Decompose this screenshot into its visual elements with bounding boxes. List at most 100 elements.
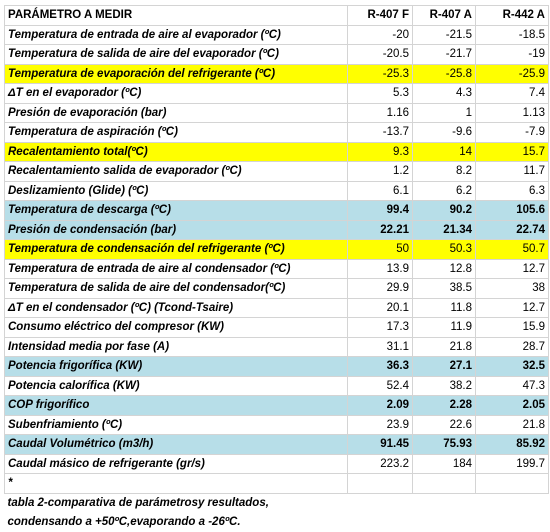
header-cell: R-407 F xyxy=(347,5,413,26)
cell-value: -9.6 xyxy=(412,122,476,143)
row-label: Subenfriamiento (ºC) xyxy=(4,414,348,435)
row-label: Temperatura de entrada de aire al evapor… xyxy=(4,24,348,45)
data-row: ΔT en el evaporador (ºC) 5.3 4.3 7.4 xyxy=(4,83,549,104)
cell-value: 22.21 xyxy=(347,219,413,240)
cell-value: 29.9 xyxy=(347,278,413,299)
row-label: Consumo eléctrico del compresor (KW) xyxy=(4,317,348,338)
data-row: Potencia frigorífica (KW) 36.3 27.1 32.5 xyxy=(4,356,549,377)
data-row: Potencia calorífica (KW) 52.4 38.2 47.3 xyxy=(4,375,549,396)
note: * xyxy=(4,473,348,494)
data-row: Temperatura de aspiración (ºC) -13.7 -9.6-… xyxy=(4,122,549,143)
cell-value: 223.2 xyxy=(347,453,413,474)
cell-value: 22.74 xyxy=(475,219,549,240)
data-row: Temperatura de entrada de aire al evapor… xyxy=(4,24,549,45)
row-label: Potencia frigorífica (KW) xyxy=(4,356,348,377)
cell-value: 2.05 xyxy=(475,395,549,416)
data-row: Intensidad media por fase (A) 31.1 21.8 28.… xyxy=(4,336,549,357)
data-row: Temperatura de entrada de aire al conden… xyxy=(4,258,549,279)
cell-value: 11.9 xyxy=(412,317,476,338)
cell-value: -20 xyxy=(347,24,413,45)
data-row: Recalentamiento salida de evaporador (ºC… xyxy=(4,161,549,182)
cell-value: 85.92 xyxy=(475,434,549,455)
cell-value: 91.45 xyxy=(347,434,413,455)
row-label: Temperatura de evaporación del refrigera… xyxy=(4,63,348,84)
cell-value: 21.34 xyxy=(412,219,476,240)
cell-value: 5.3 xyxy=(347,83,413,104)
row-label: Temperatura de salida de aire del evapor… xyxy=(4,44,348,65)
data-row: Temperatura de salida de aire del conden… xyxy=(4,278,549,299)
cell-value: 12.7 xyxy=(475,297,549,318)
results-table: PARÁMETRO A MEDIR R-407 F R-407 A R-442 A Te… xyxy=(4,5,549,532)
cell-value: 2.09 xyxy=(347,395,413,416)
cell-value: 184 xyxy=(412,453,476,474)
cell-value: -19 xyxy=(475,44,549,65)
row-label: Temperatura de condensación del refriger… xyxy=(4,239,348,260)
header-cell: R-442 A xyxy=(475,5,549,26)
cell-value: 38.2 xyxy=(412,375,476,396)
row-label: Caudal Volumétrico (m3/h) xyxy=(4,434,348,455)
cell-value: 21.8 xyxy=(475,414,549,435)
row-label: Recalentamiento total(ºC) xyxy=(4,141,348,162)
row-label: COP frigorífico xyxy=(4,395,348,416)
caption-row: tabla 2-comparativa de parámetrosy resul… xyxy=(5,493,549,513)
header-row: PARÁMETRO A MEDIR R-407 F R-407 A R-442 A xyxy=(4,5,549,26)
empty-cell xyxy=(347,473,413,494)
note-row: * xyxy=(4,473,549,494)
cell-value: 38.5 xyxy=(412,278,476,299)
cell-value: 15.9 xyxy=(475,317,549,338)
table-body: PARÁMETRO A MEDIR R-407 F R-407 A R-442 A Te… xyxy=(4,5,549,532)
cell-value: 12.8 xyxy=(412,258,476,279)
cell-value: 12.7 xyxy=(475,258,549,279)
cell-value: 8.2 xyxy=(412,161,476,182)
cell-value: 99.4 xyxy=(347,200,413,221)
data-row: Recalentamiento total(ºC) 9.3 14 15.7 xyxy=(4,141,549,162)
cell-value: 1.16 xyxy=(347,102,413,123)
data-row: Caudal Volumétrico (m3/h) 91.45 75.93 85.92 xyxy=(4,434,549,455)
row-label: Temperatura de aspiración (ºC) xyxy=(4,122,348,143)
cell-value: -25.3 xyxy=(347,63,413,84)
cell-value: 20.1 xyxy=(347,297,413,318)
data-row: Deslizamiento (Glide) (ºC) 6.1 6.2 6.3 xyxy=(4,180,549,201)
cell-value: 90.2 xyxy=(412,200,476,221)
cell-value: 22.6 xyxy=(412,414,476,435)
row-label: ΔT en el condensador (ºC) (Tcond-Tsaire) xyxy=(4,297,348,318)
cell-value: -25.8 xyxy=(412,63,476,84)
row-label: ΔT en el evaporador (ºC) xyxy=(4,83,348,104)
cell-value: 11.8 xyxy=(412,297,476,318)
cell-value: 75.93 xyxy=(412,434,476,455)
data-row: Subenfriamiento (ºC) 23.9 22.6 21.8 xyxy=(4,414,549,435)
cell-value: 28.7 xyxy=(475,336,549,357)
header-cell: PARÁMETRO A MEDIR xyxy=(4,5,348,26)
cell-value: -18.5 xyxy=(475,24,549,45)
data-row: Temperatura de descarga (ºC) 99.4 90.2 105.… xyxy=(4,200,549,221)
header-cell: R-407 A xyxy=(412,5,476,26)
data-row: Temperatura de salida de aire del evapor… xyxy=(4,44,549,65)
cell-value: 27.1 xyxy=(412,356,476,377)
row-label: Presión de condensación (bar) xyxy=(4,219,348,240)
cell-value: 13.9 xyxy=(347,258,413,279)
row-label: Temperatura de salida de aire del conden… xyxy=(4,278,348,299)
data-row: Consumo eléctrico del compresor (KW) 17.3… xyxy=(4,317,549,338)
data-row: Presión de condensación (bar) 22.21 21.34 2… xyxy=(4,219,549,240)
row-label: Caudal másico de refrigerante (gr/s) xyxy=(4,453,348,474)
cell-value: 11.7 xyxy=(475,161,549,182)
data-row: Caudal másico de refrigerante (gr/s) 223.… xyxy=(4,453,549,474)
cell-value: 23.9 xyxy=(347,414,413,435)
cell-value: 31.1 xyxy=(347,336,413,357)
cell-value: 199.7 xyxy=(475,453,549,474)
data-row: Presión de evaporación (bar) 1.16 1 1.13 xyxy=(4,102,549,123)
cell-value: -21.7 xyxy=(412,44,476,65)
row-label: Deslizamiento (Glide) (ºC) xyxy=(4,180,348,201)
cell-value: -13.7 xyxy=(347,122,413,143)
cell-value: 1.2 xyxy=(347,161,413,182)
empty-cell xyxy=(412,473,476,494)
cell-value: -20.5 xyxy=(347,44,413,65)
cell-value: 47.3 xyxy=(475,375,549,396)
data-row: Temperatura de evaporación del refrigera… xyxy=(4,63,549,84)
cell-value: 15.7 xyxy=(475,141,549,162)
row-label: Potencia calorífica (KW) xyxy=(4,375,348,396)
cell-value: 1.13 xyxy=(475,102,549,123)
row-label: Temperatura de descarga (ºC) xyxy=(4,200,348,221)
cell-value: 21.8 xyxy=(412,336,476,357)
